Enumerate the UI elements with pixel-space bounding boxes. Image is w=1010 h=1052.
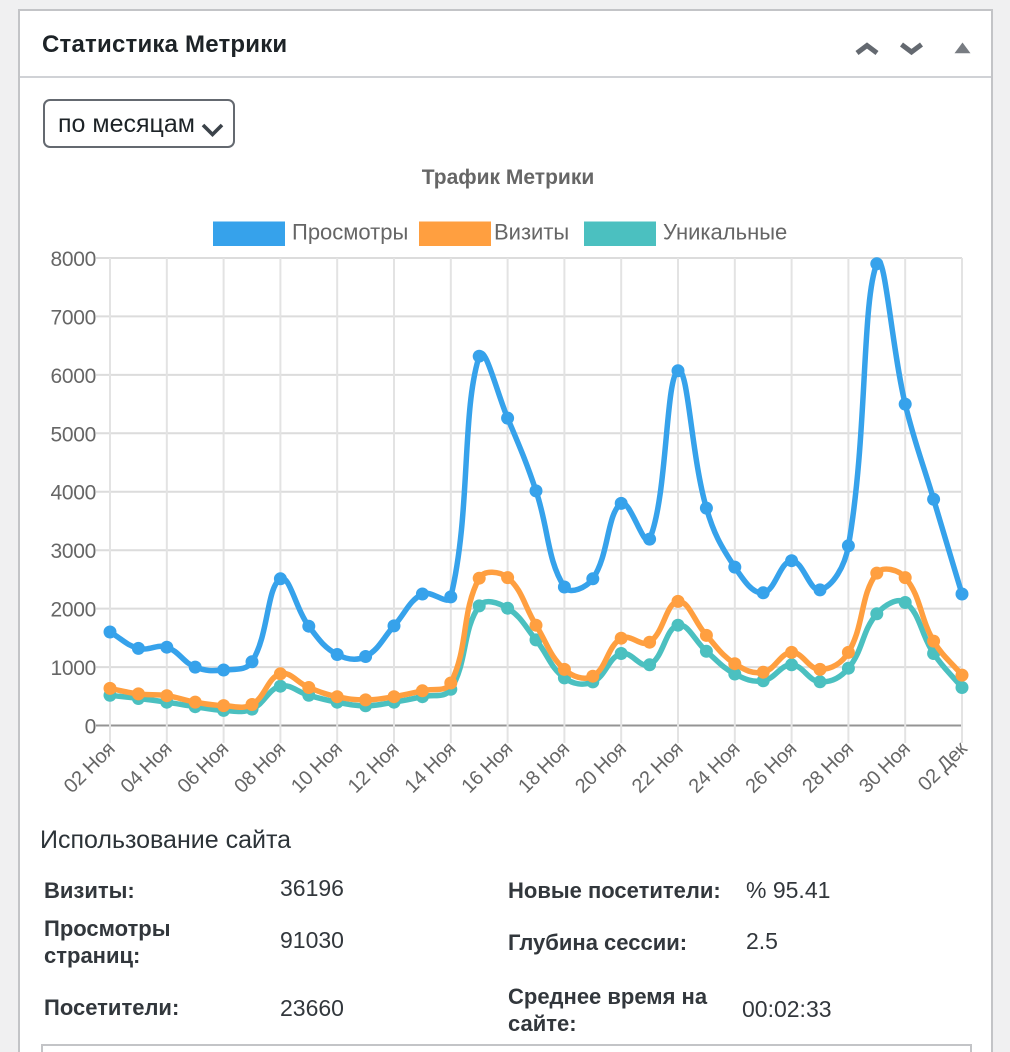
svg-text:14 Ноя: 14 Ноя xyxy=(401,738,461,798)
svg-text:12 Ноя: 12 Ноя xyxy=(344,738,404,798)
svg-text:28 Ноя: 28 Ноя xyxy=(798,738,858,798)
svg-text:26 Ноя: 26 Ноя xyxy=(741,738,801,798)
svg-text:24 Ноя: 24 Ноя xyxy=(685,738,745,798)
svg-text:04 Ноя: 04 Ноя xyxy=(117,738,177,798)
svg-text:7000: 7000 xyxy=(50,306,96,329)
svg-text:4000: 4000 xyxy=(50,482,96,505)
svg-text:2000: 2000 xyxy=(50,599,96,622)
svg-text:Визиты: Визиты xyxy=(494,220,569,245)
svg-text:8000: 8000 xyxy=(50,248,96,271)
svg-text:08 Ноя: 08 Ноя xyxy=(230,738,290,798)
svg-text:Уникальные: Уникальные xyxy=(663,220,787,245)
svg-text:20 Ноя: 20 Ноя xyxy=(571,738,631,798)
svg-text:02 Ноя: 02 Ноя xyxy=(60,738,120,798)
svg-text:16 Ноя: 16 Ноя xyxy=(457,738,517,798)
svg-text:5000: 5000 xyxy=(50,423,96,446)
svg-text:Трафик Метрики: Трафик Метрики xyxy=(422,166,595,189)
svg-text:18 Ноя: 18 Ноя xyxy=(514,738,574,798)
svg-text:30 Ноя: 30 Ноя xyxy=(855,738,915,798)
svg-text:0: 0 xyxy=(85,716,96,739)
svg-text:3000: 3000 xyxy=(50,540,96,563)
svg-text:06 Ноя: 06 Ноя xyxy=(173,738,233,798)
svg-text:02 Дек: 02 Дек xyxy=(914,738,972,796)
svg-text:22 Ноя: 22 Ноя xyxy=(628,738,688,798)
svg-text:10 Ноя: 10 Ноя xyxy=(287,738,347,798)
svg-text:Просмотры: Просмотры xyxy=(292,220,408,245)
svg-text:6000: 6000 xyxy=(50,365,96,388)
svg-text:1000: 1000 xyxy=(50,657,96,680)
